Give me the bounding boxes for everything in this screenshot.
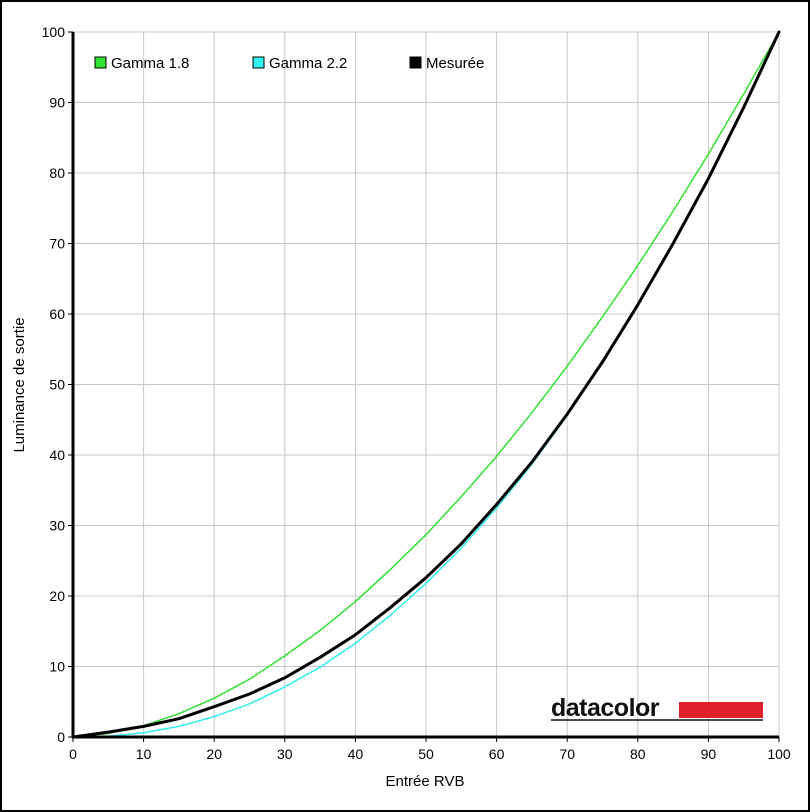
legend-label: Gamma 1.8 (111, 55, 189, 72)
series-line-gamma-1-8 (72, 31, 780, 738)
x-tick-label: 20 (206, 746, 222, 762)
tick-labels: 0 10 20 30 40 50 60 70 80 90 100 0 10 20 30 40 50 60 70 80 9… (42, 24, 791, 762)
legend-swatch (252, 56, 265, 69)
x-axis-title: Entrée RVB (386, 773, 465, 790)
x-tick-label: 70 (559, 746, 575, 762)
y-tick-label: 50 (49, 377, 65, 393)
series-lines (71, 30, 781, 739)
y-tick-label: 70 (49, 236, 65, 252)
x-tick-label: 90 (701, 746, 717, 762)
y-tick-label: 0 (57, 729, 65, 745)
x-tick-label: 40 (348, 746, 364, 762)
legend-swatch (409, 56, 422, 69)
y-tick-label: 40 (49, 447, 65, 463)
x-tick-label: 100 (767, 746, 791, 762)
grid (72, 31, 780, 738)
legend: Gamma 1.8 Gamma 2.2 Mesurée (94, 55, 484, 72)
x-tick-label: 30 (277, 746, 293, 762)
brand-bar (679, 702, 763, 718)
y-tick-label: 100 (42, 24, 66, 40)
x-tick-label: 10 (136, 746, 152, 762)
series-line-mesur-e (71, 30, 781, 739)
brand-text: datacolor (551, 694, 660, 722)
y-tick-label: 90 (49, 95, 65, 111)
y-tick-label: 60 (49, 306, 65, 322)
x-tick-label: 0 (69, 746, 77, 762)
y-tick-label: 10 (49, 659, 65, 675)
y-axis-title: Luminance de sortie (11, 317, 28, 452)
x-tick-label: 60 (489, 746, 505, 762)
x-tick-label: 50 (418, 746, 434, 762)
y-tick-label: 20 (49, 588, 65, 604)
datacolor-logo: datacolor (551, 694, 763, 722)
y-tick-label: 30 (49, 518, 65, 534)
x-tick-label: 80 (630, 746, 646, 762)
legend-label: Gamma 2.2 (269, 55, 347, 72)
legend-swatch (94, 56, 107, 69)
y-tick-label: 80 (49, 165, 65, 181)
legend-label: Mesurée (426, 55, 484, 72)
